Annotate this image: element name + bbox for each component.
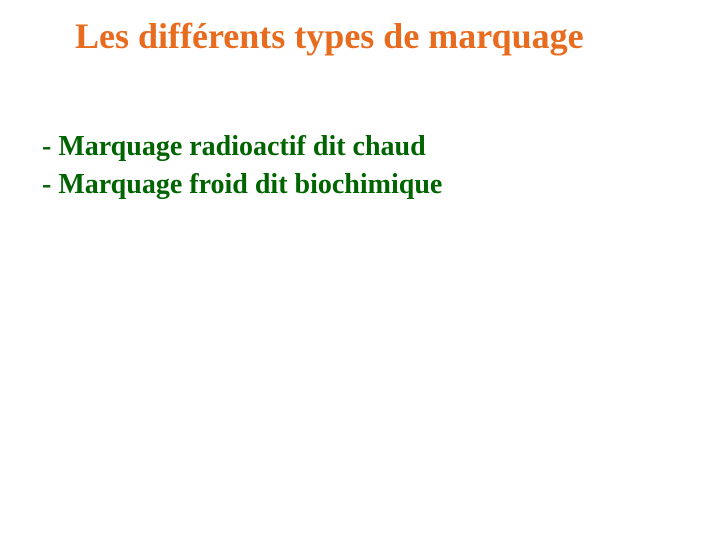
bullet-line-1: - Marquage radioactif dit chaud bbox=[42, 128, 442, 166]
slide-title: Les différents types de marquage bbox=[75, 15, 584, 57]
slide-body: - Marquage radioactif dit chaud - Marqua… bbox=[42, 128, 442, 204]
slide-container: Les différents types de marquage - Marqu… bbox=[0, 0, 720, 540]
bullet-line-2: - Marquage froid dit biochimique bbox=[42, 166, 442, 204]
